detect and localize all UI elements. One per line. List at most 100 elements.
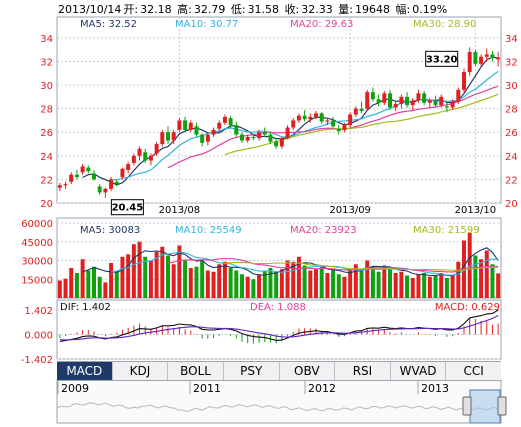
volume-bar [365,260,370,298]
price-tick-right: 34 [505,34,518,45]
price-tick-right: 32 [505,57,518,68]
volume-bar [410,278,415,298]
price-ma-legend: MA5: 32.52 [80,19,137,30]
candle-body [154,144,159,154]
macd-tick-label: 1.402 [24,306,53,317]
volume-bar [444,278,449,298]
candle-body [291,120,296,128]
navigator-year-label: 2011 [193,382,221,395]
volume-bar [399,271,404,298]
volume-bar [80,259,85,298]
candle-body [319,113,324,122]
volume-bar [183,260,188,298]
volume-ma20-line [167,257,499,273]
volume-ma-legend: MA5: 30083 [80,225,140,236]
volume-bar [171,264,176,298]
candle-body [166,132,170,141]
candle-body [376,99,381,103]
candle-body [285,127,290,139]
price-annotation: 20.45 [112,203,144,214]
navigator-year-label: 2013 [421,382,449,395]
price-tick-left: 26 [40,128,53,139]
volume-bar [296,256,301,298]
candle-body [222,116,227,123]
volume-tick-label: 15000 [21,275,53,286]
candle-body [473,52,478,64]
ohlc-header: 2013/10/14 开: 32.18 高: 32.79 低: 31.58 收: 32.3… [58,1,449,17]
change-label: 幅: [395,3,411,16]
navigator-frame [56,379,502,424]
candle-body [120,168,125,178]
volume-bar [456,261,461,298]
candle-body [479,56,484,64]
volume-bar [205,270,210,298]
tab-rsi[interactable]: RSI [335,362,391,380]
volume-bar [222,261,227,298]
volume-bar [177,245,182,298]
candle-body [131,155,136,163]
macd-tick-label: -1.402 [21,355,53,366]
price-tick-left: 24 [40,152,53,163]
volume-bar [137,241,142,298]
navigator-year-label: 2012 [308,382,336,395]
x-tick-label: 2013/08 [159,205,201,216]
volume-bar [148,260,153,298]
candle-body [183,120,188,130]
price-tick-left: 30 [40,81,53,92]
candle-body [86,167,91,172]
volume-panel-frame [56,217,502,299]
candle-body [103,188,108,193]
candle-body [410,100,415,106]
navigator-handle-left[interactable] [462,396,472,416]
candle-body [257,132,262,139]
candle-body [342,125,347,130]
tab-macd[interactable]: MACD [57,362,113,380]
open-label: 开: [123,3,139,16]
tab-kdj[interactable]: KDJ [113,362,169,380]
candle-body [205,134,210,142]
candle-body [365,92,370,109]
volume-bar [200,260,205,298]
volume-bar [274,271,279,298]
volume-bar [433,275,438,298]
candle-body [200,134,205,143]
volume-bar [416,274,421,298]
macd-tick-label: 0.000 [24,331,53,342]
volume-bar [467,233,472,298]
volume-bar [393,273,398,298]
candle-body [422,93,427,103]
price-tick-right: 26 [505,128,518,139]
high-label: 高: [177,3,192,16]
volume-bar [63,278,68,298]
ma20-line [167,85,499,169]
candle-body [444,106,449,108]
candle-body [467,52,472,73]
volume-bar [211,271,216,298]
candle-body [69,174,74,182]
volume-value: 19648 [355,3,390,16]
volume-bar [268,268,273,298]
candle-body [109,179,114,189]
tab-obv[interactable]: OBV [280,362,336,380]
tab-boll[interactable]: BOLL [168,362,224,380]
volume-ma30-line [224,261,499,271]
tab-psy[interactable]: PSY [224,362,280,380]
candle-body [188,122,193,130]
volume-bar [473,255,478,298]
volume-bar [114,271,119,298]
candle-body [234,125,239,135]
volume-bar [69,268,74,298]
volume-ma-legend: MA20: 23923 [290,225,357,236]
price-tick-left: 34 [40,34,53,45]
macd-legend: DEA: 1.088 [250,302,306,313]
volume-ma-legend: MA10: 25549 [175,225,242,236]
candle-body [433,100,438,106]
candle-body [353,108,358,115]
navigator-handle-right[interactable] [497,396,507,416]
volume-bar [234,270,239,298]
candle-body [348,114,353,126]
tab-cci[interactable]: CCI [463,364,484,378]
open-value: 32.18 [140,3,172,16]
volume-bar [143,256,148,298]
tab-wvad[interactable]: WVAD [391,362,447,380]
